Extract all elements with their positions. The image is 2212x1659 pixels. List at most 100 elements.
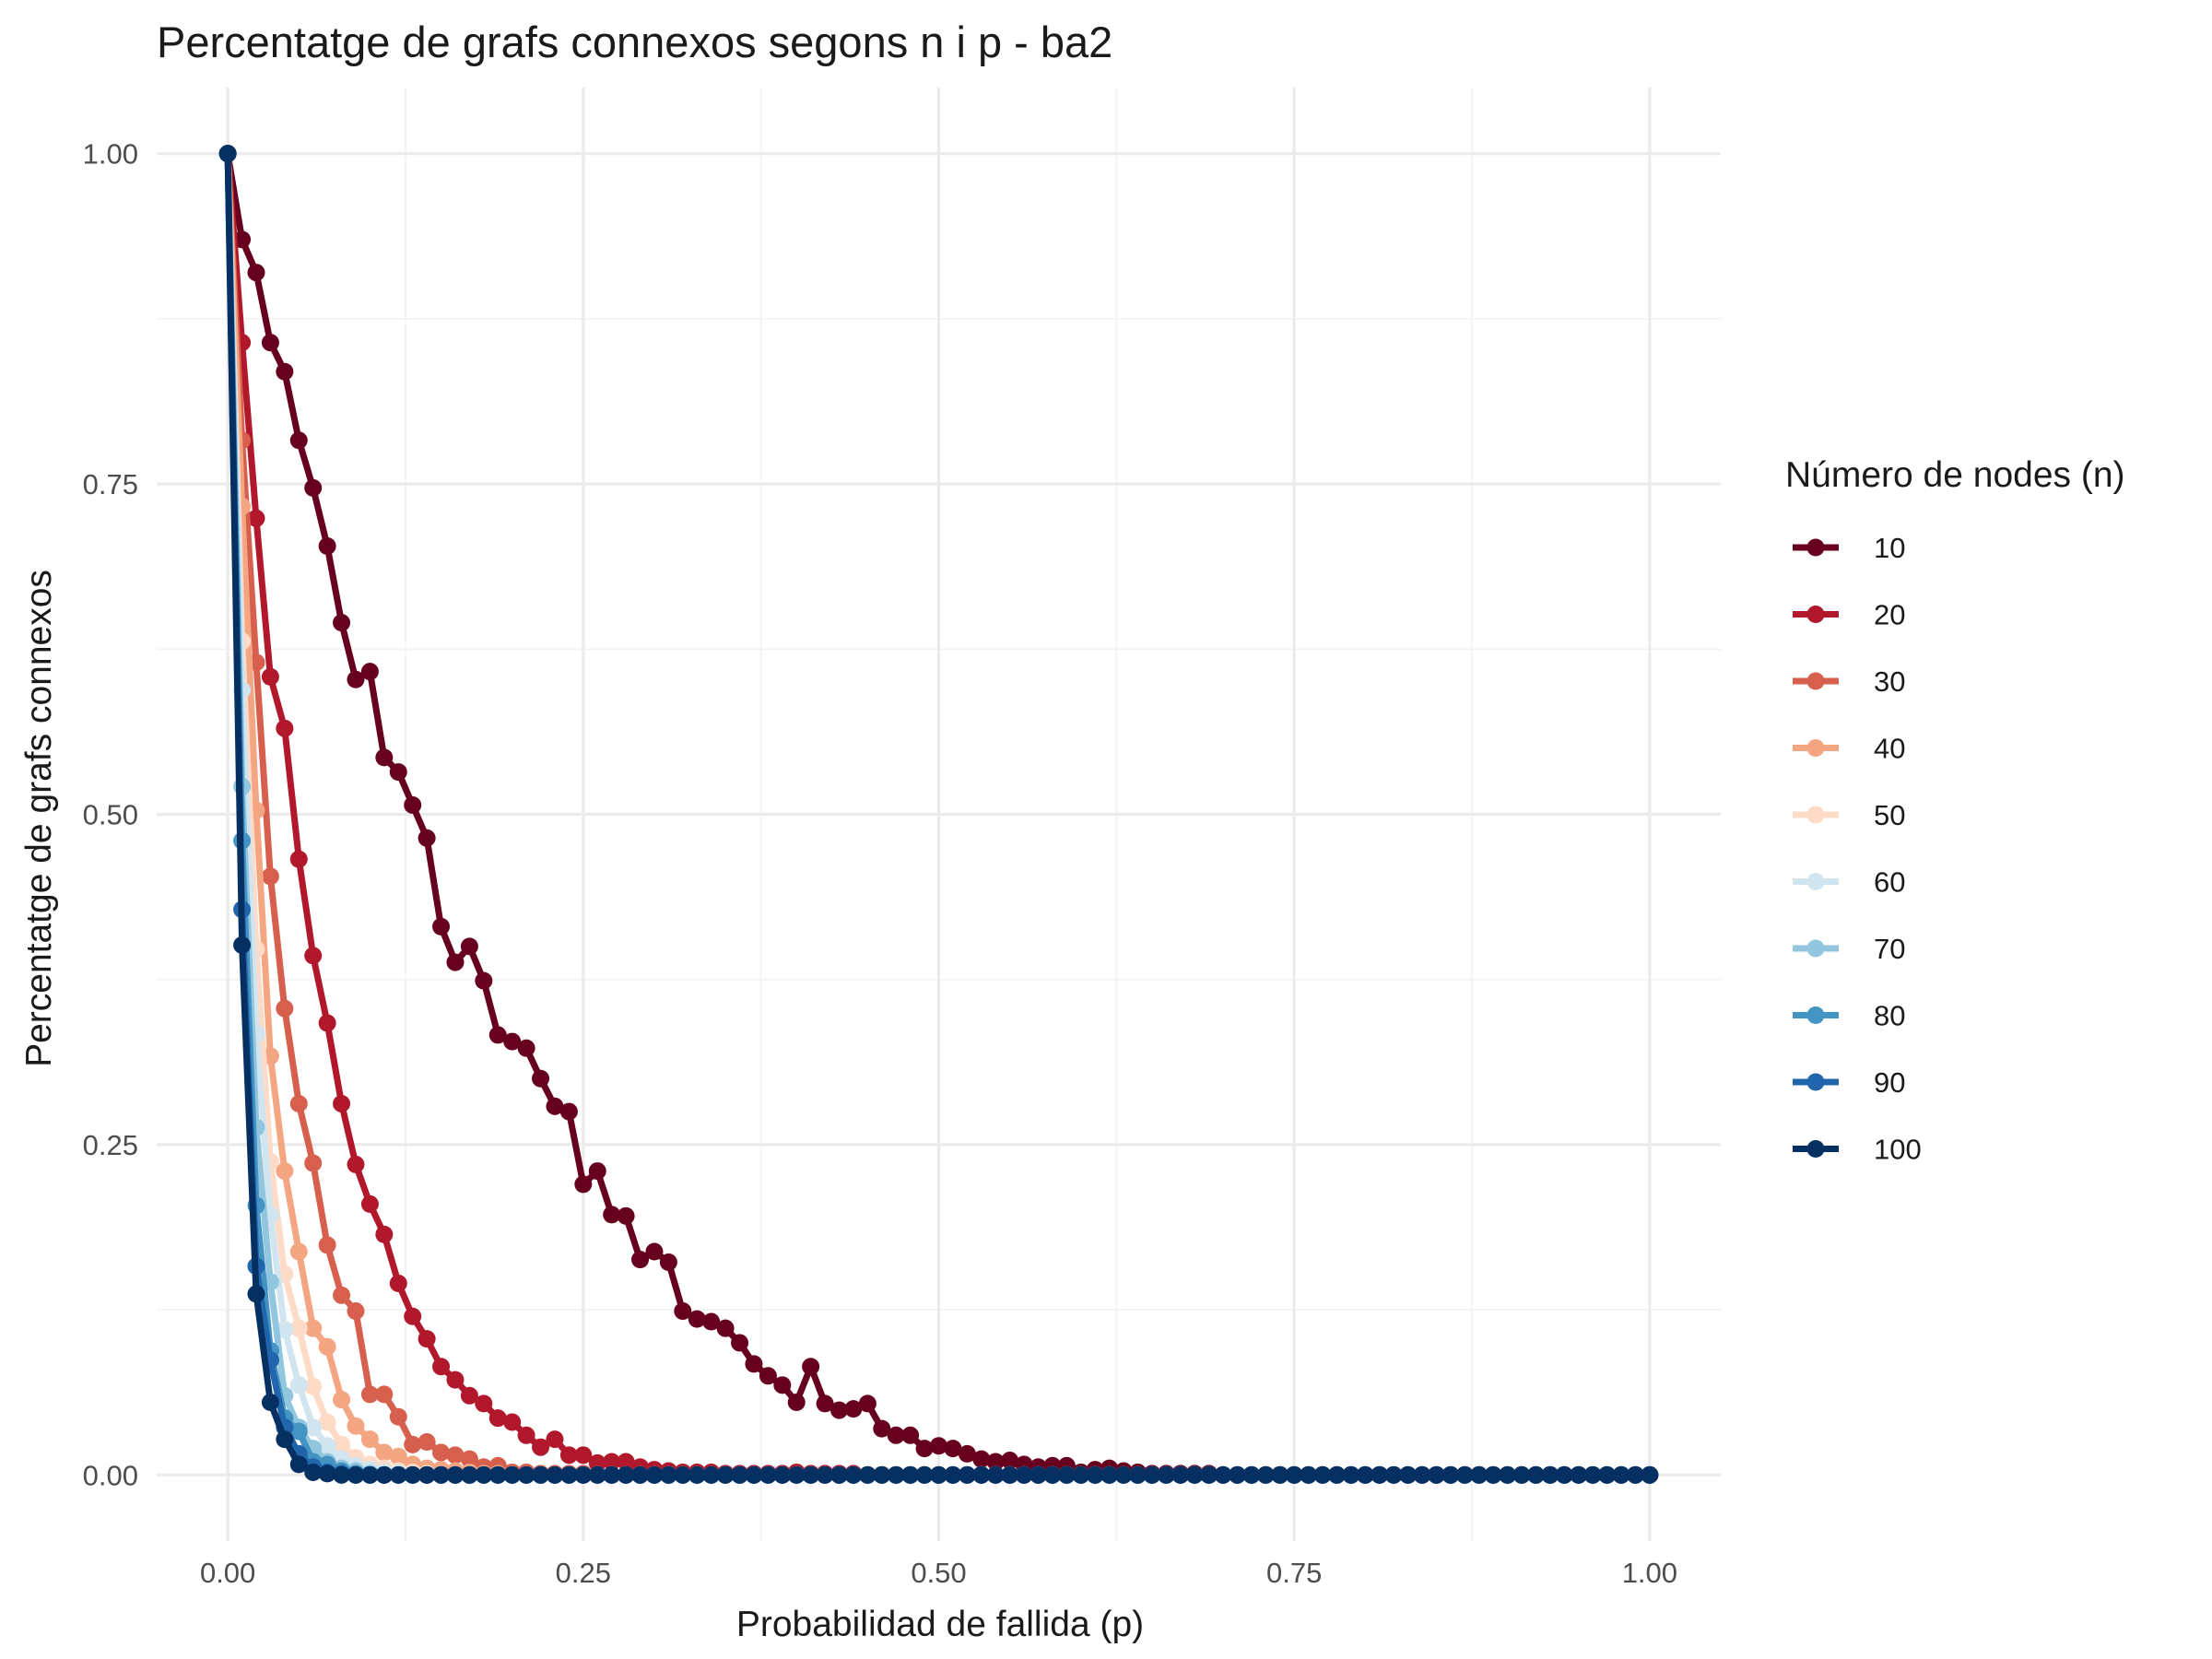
data-point	[972, 1450, 991, 1468]
data-point	[1484, 1465, 1502, 1484]
legend-key-point	[1806, 1140, 1825, 1158]
data-point	[1057, 1465, 1076, 1484]
data-point	[1541, 1465, 1559, 1484]
x-axis-title: Probabilidad de fallida (p)	[736, 1605, 1144, 1644]
data-point	[276, 1162, 294, 1181]
data-point	[289, 1242, 308, 1261]
data-point	[360, 1465, 379, 1484]
data-point	[218, 145, 237, 163]
data-point	[304, 1418, 323, 1437]
data-point	[304, 947, 323, 965]
data-point	[1143, 1465, 1161, 1484]
data-point	[347, 1417, 365, 1435]
data-point	[347, 1155, 365, 1173]
data-point	[404, 1435, 422, 1453]
data-point	[1327, 1465, 1346, 1484]
data-point	[1157, 1465, 1175, 1484]
data-point	[546, 1097, 564, 1115]
data-point	[816, 1465, 834, 1484]
data-point	[1001, 1465, 1019, 1484]
legend-label: 40	[1874, 733, 1905, 765]
legend-key-point	[1806, 739, 1825, 757]
data-point	[958, 1444, 976, 1463]
data-point	[716, 1465, 735, 1484]
data-point	[360, 1430, 379, 1449]
data-point	[333, 614, 351, 632]
data-point	[446, 1446, 465, 1465]
data-point	[972, 1465, 991, 1484]
data-point	[475, 1394, 493, 1413]
data-point	[304, 478, 323, 497]
data-point	[603, 1453, 621, 1471]
data-point	[773, 1376, 792, 1394]
data-point	[418, 829, 436, 847]
legend-label: 60	[1874, 866, 1905, 899]
data-point	[844, 1400, 863, 1418]
data-point	[1001, 1452, 1019, 1470]
data-point	[659, 1253, 677, 1272]
data-point	[1029, 1465, 1047, 1484]
legend-item-10: 10	[1793, 532, 1905, 564]
data-point	[532, 1069, 550, 1088]
data-point	[261, 1393, 279, 1411]
data-point	[1100, 1465, 1119, 1484]
data-point	[631, 1465, 650, 1484]
legend-item-100: 100	[1793, 1134, 1922, 1166]
data-point	[901, 1426, 920, 1444]
data-point	[276, 362, 294, 381]
data-point	[830, 1465, 849, 1484]
data-point	[404, 1465, 422, 1484]
data-point	[1441, 1465, 1460, 1484]
data-point	[460, 1450, 478, 1468]
data-point	[1015, 1465, 1033, 1484]
data-point	[304, 1377, 323, 1395]
data-point	[333, 1465, 351, 1484]
data-point	[517, 1426, 535, 1444]
data-point	[773, 1465, 792, 1484]
legend-item-40: 40	[1793, 733, 1905, 765]
data-point	[1356, 1465, 1374, 1484]
data-point	[603, 1206, 621, 1224]
data-point	[289, 1319, 308, 1337]
data-point	[389, 1447, 407, 1465]
legend-label: 50	[1874, 799, 1905, 831]
data-point	[674, 1465, 692, 1484]
data-point	[289, 1455, 308, 1474]
data-point	[318, 1337, 336, 1356]
data-point	[418, 1465, 436, 1484]
data-point	[944, 1465, 962, 1484]
legend-label: 30	[1874, 665, 1905, 698]
data-point	[1399, 1465, 1418, 1484]
data-point	[745, 1355, 763, 1373]
data-point	[759, 1465, 777, 1484]
data-point	[873, 1419, 891, 1438]
data-point	[389, 1274, 407, 1292]
data-point	[887, 1465, 905, 1484]
x-tick-label: 0.50	[911, 1557, 966, 1589]
data-point	[488, 1026, 507, 1044]
data-point	[1555, 1465, 1573, 1484]
data-point	[986, 1465, 1005, 1484]
data-point	[702, 1465, 721, 1484]
data-point	[546, 1465, 564, 1484]
data-point	[503, 1465, 522, 1484]
data-point	[276, 999, 294, 1018]
data-point	[375, 748, 394, 767]
data-point	[261, 334, 279, 352]
data-point	[887, 1426, 905, 1444]
legend-key-point	[1806, 806, 1825, 824]
data-point	[1256, 1465, 1275, 1484]
data-point	[1598, 1465, 1617, 1484]
data-point	[318, 536, 336, 555]
y-axis-title: Percentatge de grafs connexos	[19, 570, 59, 1067]
data-point	[532, 1438, 550, 1456]
data-point	[559, 1102, 578, 1121]
data-point	[432, 917, 451, 935]
legend-label: 70	[1874, 933, 1905, 965]
data-point	[1499, 1465, 1517, 1484]
data-point	[1413, 1465, 1431, 1484]
data-point	[617, 1465, 635, 1484]
data-point	[347, 1302, 365, 1321]
legend-key-point	[1806, 1006, 1825, 1024]
data-point	[1641, 1465, 1659, 1484]
